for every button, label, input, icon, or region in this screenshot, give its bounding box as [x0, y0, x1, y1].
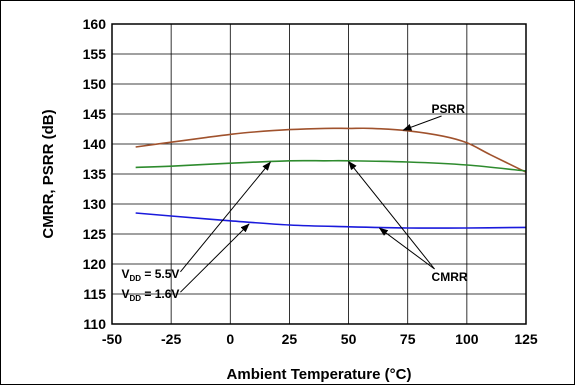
x-tick-label-1: -25: [161, 331, 181, 347]
y-tick-label-2: 120: [83, 256, 107, 272]
y-tick-label-0: 110: [83, 316, 106, 332]
x-tick-label-0: -50: [102, 331, 122, 347]
series-lines: [135, 127, 527, 229]
cmrr-5v5-line: [135, 159, 527, 172]
y-tick-label-4: 130: [83, 196, 107, 212]
cmrr-1v6-line: [135, 212, 527, 229]
y-tick-label-7: 145: [83, 106, 107, 122]
x-tick-label-6: 100: [455, 331, 479, 347]
vdd-1v6-arrow: [180, 223, 250, 293]
plot-border: [111, 23, 527, 325]
x-tick-label-7: 125: [514, 331, 538, 347]
psrr-arrow: [402, 115, 442, 131]
x-axis-label: Ambient Temperature (°C): [227, 366, 412, 383]
y-tick-label-10: 160: [83, 16, 107, 32]
y-tick-label-5: 135: [83, 166, 107, 182]
y-tick-labels: 110 115 120 125 130 135 140 145 150 155 160: [83, 16, 107, 332]
x-tick-label-4: 50: [341, 331, 357, 347]
x-tick-label-2: 0: [226, 331, 234, 347]
x-tick-label-3: 25: [282, 331, 298, 347]
cmrr-arrow-upper: [348, 161, 435, 270]
x-tick-label-5: 75: [400, 331, 416, 347]
cmrr-arrow-lower: [378, 227, 435, 270]
y-tick-label-8: 150: [83, 76, 107, 92]
cmrr-label: CMRR: [432, 270, 468, 284]
vdd-5v5-arrow: [180, 161, 271, 273]
x-tick-labels: -50 -25 0 25 50 75 100 125: [102, 331, 538, 347]
y-tick-label-3: 125: [83, 226, 107, 242]
y-axis-label: CMRR, PSRR (dB): [40, 109, 57, 238]
psrr-line: [135, 127, 527, 173]
y-tick-label-6: 140: [83, 136, 107, 152]
vdd-5v5-label: VDD = 5.5V: [121, 267, 179, 283]
vdd-1v6-label: VDD = 1.6V: [121, 287, 179, 303]
y-tick-label-1: 115: [83, 286, 106, 302]
psrr-label: PSRR: [432, 102, 466, 116]
y-tick-label-9: 155: [83, 46, 107, 62]
annotations: PSRR CMRR VDD = 5.5V VDD = 1.6V: [121, 102, 467, 303]
